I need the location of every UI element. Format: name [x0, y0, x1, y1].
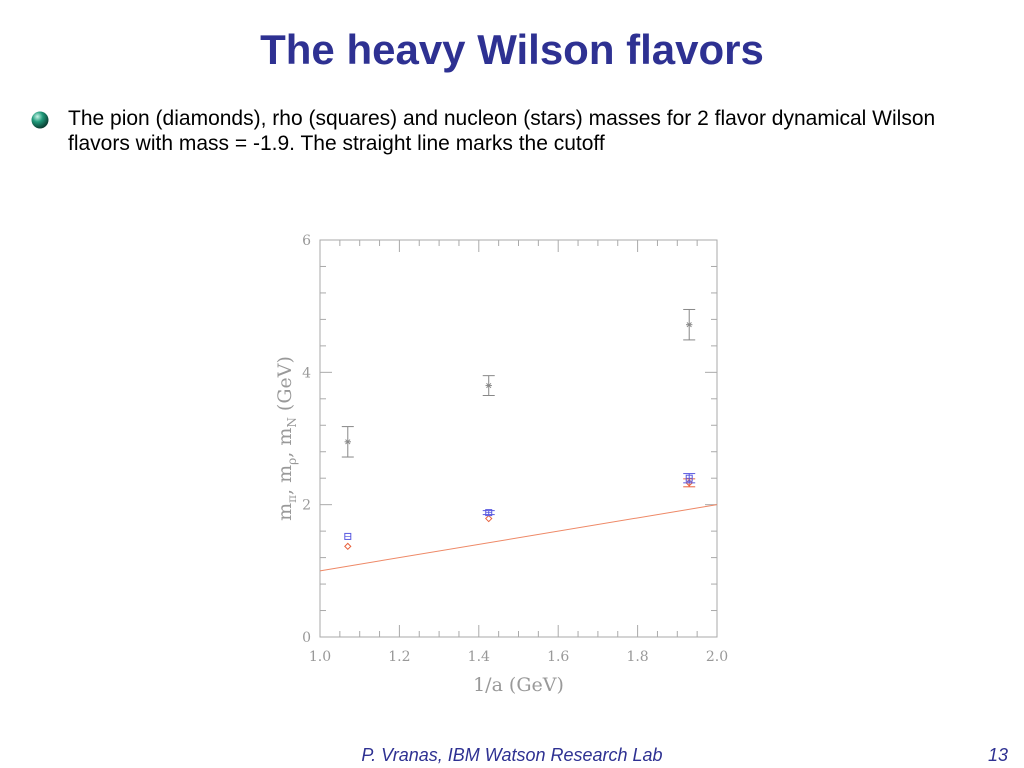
- bullet-text: The pion (diamonds), rho (squares) and n…: [68, 107, 936, 155]
- x-tick-label: 1.8: [626, 649, 648, 665]
- y-axis-label: mπ, mρ, mN (GeV): [274, 356, 299, 521]
- square-point: [344, 532, 352, 540]
- x-tick-label: 1.0: [309, 649, 331, 665]
- axis-frame: [319, 239, 718, 638]
- x-tick-label: 1.6: [547, 649, 569, 665]
- square-point: [482, 509, 495, 517]
- mass-chart: 1.0 1.2 1.4 1.6 1.8 2.0 0 2 4 6 1/a (GeV) mπ, mρ,…: [274, 233, 728, 696]
- y-label-m3: m: [274, 428, 296, 446]
- y-tick-label: 4: [302, 365, 311, 381]
- plot-frame: [319, 239, 718, 638]
- x-tick-label: 2.0: [706, 649, 728, 665]
- y-label-sub1: π: [285, 495, 299, 503]
- footer-credit: P. Vranas, IBM Watson Research Lab: [361, 745, 663, 765]
- square-point: [683, 473, 696, 484]
- page-number: 13: [987, 745, 1008, 765]
- x-axis-label: 1/a (GeV): [473, 674, 564, 696]
- y-label-unit: (GeV): [274, 356, 296, 411]
- y-label-sub2: ρ: [285, 458, 299, 465]
- slide-title: The heavy Wilson flavors: [260, 26, 764, 73]
- green-sphere-icon: [31, 111, 49, 129]
- star-marker-d2: [686, 322, 692, 328]
- tick-labels: 1.0 1.2 1.4 1.6 1.8 2.0 0 2 4 6: [302, 233, 728, 665]
- diamond-marker: [344, 542, 352, 551]
- cutoff-line: [319, 504, 718, 572]
- diamond-marker: [485, 514, 493, 523]
- x-tick-label: 1.4: [468, 649, 490, 665]
- y-tick-label: 0: [302, 630, 311, 646]
- star-point: [683, 308, 696, 341]
- star-marker-d2: [345, 439, 351, 445]
- x-tick-label: 1.2: [388, 649, 410, 665]
- y-tick-label: 2: [302, 498, 311, 514]
- cutoff-line-layer: [319, 504, 718, 572]
- y-tick-label: 6: [302, 233, 311, 249]
- star-point: [482, 375, 495, 396]
- diamond-point: [344, 542, 352, 551]
- y-label-sub3: N: [285, 417, 299, 428]
- diamond-marker: [685, 479, 693, 487]
- data-points: [341, 308, 696, 551]
- diamond-point: [485, 514, 493, 523]
- bullet-item: The pion (diamonds), rho (squares) and n…: [30, 106, 990, 156]
- star-marker-d2: [486, 382, 492, 389]
- y-label-m2: m: [274, 465, 296, 483]
- star-point: [341, 426, 354, 458]
- y-label-m1: m: [274, 503, 296, 521]
